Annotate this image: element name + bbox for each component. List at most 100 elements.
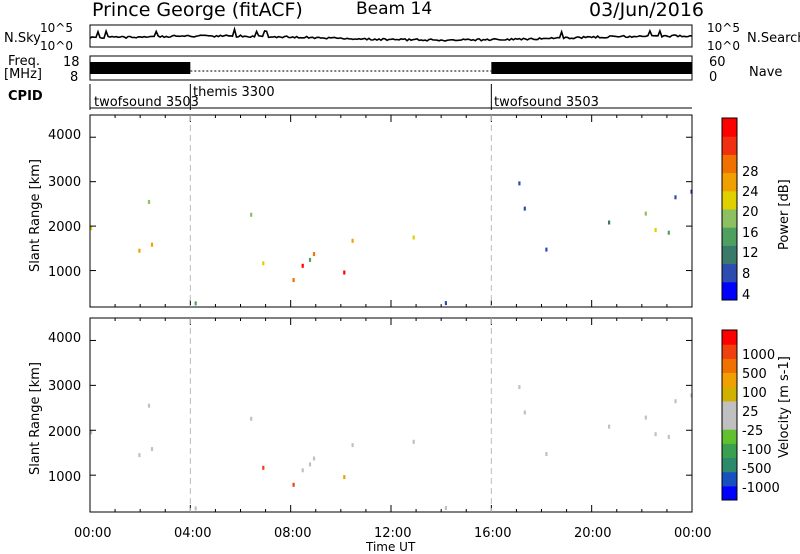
cpid-segment-label: themis 3300 [193,85,275,100]
velocity-cell [545,452,548,456]
power-cell [312,252,316,257]
power-colorbar-swatch [722,281,737,301]
power-cell [292,278,295,283]
power-cell [667,230,670,235]
velocity-ytick: 3000 [48,379,82,394]
noise-left-tick-top: 10^5 [40,21,73,35]
power-cell [90,226,93,231]
velocity-ytick: 2000 [48,425,82,440]
noise-sky-label: N.Sky [4,31,41,46]
velocity-ytick: 4000 [48,331,82,346]
velocity-cell [654,432,657,437]
power-ytick: 2000 [48,220,82,235]
velocity-cell [412,439,415,444]
power-ytick: 1000 [48,265,82,280]
power-colorbar-swatch [722,263,737,283]
power-colorbar-swatch [722,172,737,192]
velocity-colorbar-tick: 1000 [742,348,776,363]
velocity-colorbar-swatch [722,485,737,501]
power-ytick: 4000 [48,128,82,143]
power-cell [301,263,304,268]
velocity-colorbar-swatch [722,386,737,402]
power-colorbar-tick: 28 [742,165,759,180]
freq-alternating-band [491,62,692,74]
velocity-colorbar-tick: -500 [742,462,772,477]
velocity-cell [250,416,253,421]
velocity-colorbar-tick: -1000 [742,481,780,496]
velocity-colorbar-tick: 25 [742,405,759,420]
station-title: Prince George (fitACF) [92,0,303,21]
x-tick-label: 00:00 [674,526,712,541]
noise-traces [89,26,693,42]
axes-frames [89,24,693,513]
velocity-cell [444,506,447,510]
nave-label: Nave [749,65,783,80]
x-axis-label: Time UT [366,540,416,554]
noise-sky-trace [89,26,693,42]
velocity-cell [194,506,197,511]
power-panel-frame [89,114,693,308]
velocity-cell [312,456,316,461]
beam-label: Beam 14 [356,0,433,19]
x-tick-label: 20:00 [574,526,612,541]
velocity-cell [518,385,521,390]
power-colorbar-swatch [722,154,737,174]
power-colorbar-swatch [722,209,737,228]
power-cell [250,212,253,217]
velocity-cell [351,443,354,448]
power-colorbar-tick: 24 [742,185,759,200]
power-colorbar-swatch [722,190,737,210]
power-colorbar-tick: 8 [742,267,751,282]
velocity-colorbar-swatch [722,443,737,458]
power-cell [674,195,677,200]
noise-left-tick-bottom: 10^0 [40,39,73,53]
velocity-cell [138,453,141,458]
power-heatmap-cells [90,181,693,306]
velocity-colorbar-swatch [722,429,737,444]
freq-left-tick-bottom: 8 [70,70,79,85]
power-cell [644,211,647,216]
power-cell [147,199,151,204]
power-colorbar-swatch [722,227,737,246]
power-colorbar-swatch [722,245,737,265]
power-cell [262,261,265,266]
power-cell [654,228,657,232]
freq-left-tick-top: 18 [63,55,80,70]
power-cell [150,242,154,247]
velocity-colorbar-tick: -100 [742,443,772,458]
noise-right-tick-bottom: 10^0 [707,39,740,53]
cpid-separators [89,84,692,110]
frequency-traces [90,62,692,74]
cpid-label: CPID [8,89,43,104]
velocity-cell [523,410,526,415]
freq-label-line2: [MHz] [4,67,42,82]
velocity-colorbar-swatch [722,415,737,430]
velocity-cell [147,403,151,408]
velocity-cell [343,475,346,480]
power-colorbar-frame [721,117,738,301]
x-tick-label: 00:00 [74,526,112,541]
power-colorbar-swatch [722,118,737,137]
power-cell [343,270,346,275]
velocity-colorbar-swatch [722,344,737,359]
velocity-colorbar-tick: 500 [742,367,767,382]
freq-label-line1: Freq. [8,54,40,69]
nave-right-tick-top: 60 [709,55,726,70]
power-cell [351,238,354,243]
power-cell [523,206,526,211]
power-cell [412,235,415,240]
velocity-colorbar-swatch [722,330,737,345]
velocity-colorbar-swatch [722,471,737,487]
velocity-colorbar-swatch [722,457,737,473]
cpid-segment-label: twofsound 3503 [94,95,199,110]
date-label: 03/Jun/2016 [589,0,705,21]
cpid-segment-label: twofsound 3503 [494,95,599,110]
power-colorbar-tick: 16 [742,226,759,241]
x-tick-label: 16:00 [474,526,512,541]
velocity-colorbar-tick: -25 [742,424,764,439]
velocity-colorbar-swatch [722,358,737,373]
velocity-cell [150,447,154,452]
power-cell [138,248,141,253]
power-cell [518,181,521,186]
